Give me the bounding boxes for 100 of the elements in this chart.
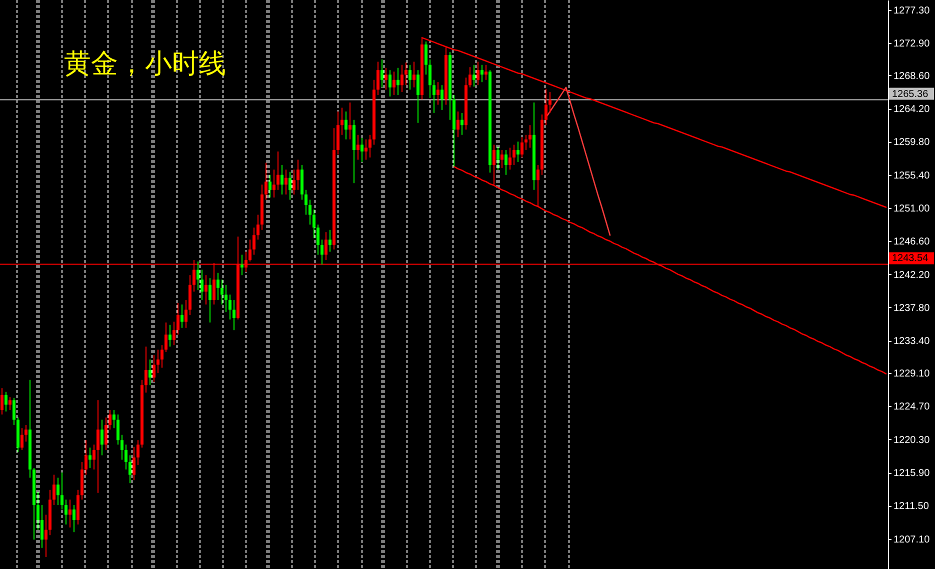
y-tick-label: 1224.70 — [894, 402, 930, 413]
candlestick — [456, 111, 460, 138]
candlestick — [160, 344, 164, 368]
candlestick — [72, 504, 76, 533]
candlestick — [472, 64, 476, 88]
candlestick — [344, 111, 348, 140]
candlestick — [216, 272, 220, 300]
ref-line-label: 1265.36 — [892, 88, 929, 100]
candlestick — [56, 477, 60, 506]
candlestick — [360, 137, 364, 163]
candlestick — [404, 62, 408, 86]
candlestick — [504, 149, 508, 176]
candlestick — [36, 492, 40, 530]
candlestick — [428, 59, 432, 98]
candlestick — [64, 499, 68, 526]
candlestick — [0, 388, 4, 416]
candlestick — [108, 409, 112, 430]
candlestick — [392, 71, 396, 96]
y-tick-label: 1237.80 — [894, 302, 930, 314]
candlestick — [480, 64, 484, 83]
candlestick — [240, 254, 244, 276]
candlestick — [180, 304, 184, 328]
candlestick — [548, 91, 552, 114]
candlestick — [432, 79, 436, 114]
candlestick — [328, 229, 332, 252]
candlestick — [4, 391, 8, 412]
y-tick-label: 1233.40 — [894, 336, 930, 348]
candlestick — [144, 346, 148, 394]
candlestick — [524, 134, 528, 150]
candlestick — [88, 447, 92, 469]
candlestick — [280, 164, 284, 195]
candlestick — [128, 454, 132, 484]
candlestick — [296, 159, 300, 190]
candlestick — [284, 169, 288, 195]
candlestick — [220, 279, 224, 305]
candlestick — [476, 61, 480, 86]
candlestick — [148, 358, 152, 386]
candlestick — [412, 61, 416, 88]
candlestick — [292, 169, 296, 195]
y-tick-label: 1264.20 — [894, 104, 930, 116]
candlestick — [496, 146, 500, 170]
candlestick — [196, 261, 200, 291]
candlestick — [416, 70, 420, 124]
candlestick — [68, 499, 72, 528]
y-tick-label: 1272.90 — [894, 38, 930, 50]
candlestick — [248, 239, 252, 262]
candlestick — [544, 88, 548, 126]
candlestick — [172, 321, 176, 346]
candlestick — [228, 294, 232, 320]
candlestick — [84, 440, 88, 476]
candlestick — [376, 61, 380, 96]
candlestick — [400, 64, 404, 92]
candlestick — [368, 134, 372, 158]
candlestick — [132, 446, 136, 481]
candlestick — [164, 322, 168, 352]
candlestick — [468, 66, 472, 88]
candlestick — [272, 169, 276, 198]
candlestick — [208, 278, 212, 324]
candlestick — [500, 149, 504, 169]
candlestick — [204, 274, 208, 305]
y-tick-label: 1220.30 — [894, 434, 930, 446]
y-tick-label: 1207.10 — [894, 534, 930, 546]
candlestick — [24, 424, 28, 442]
candlestick — [396, 67, 400, 96]
candlestick — [92, 444, 96, 470]
candlestick — [512, 144, 516, 166]
candlestick — [152, 354, 156, 383]
candlestick — [460, 112, 464, 136]
candlestick — [424, 40, 428, 76]
y-tick-label: 1259.80 — [894, 137, 930, 148]
candlestick — [348, 102, 352, 140]
candlestick — [324, 232, 328, 261]
candlestick — [308, 199, 312, 226]
candlestick — [120, 434, 124, 460]
candlestick — [176, 302, 180, 336]
candlestick — [268, 174, 272, 198]
candlestick — [436, 82, 440, 106]
y-tick-label: 1242.20 — [894, 270, 930, 281]
candlestick — [520, 136, 524, 158]
candlestick — [340, 107, 344, 136]
candlestick — [256, 214, 260, 240]
candlestick — [44, 514, 48, 558]
candlestick — [168, 324, 172, 348]
candlestick — [320, 239, 324, 266]
candlestick — [516, 141, 520, 163]
y-tick-label: 1211.50 — [894, 501, 930, 512]
candlestick — [356, 134, 360, 160]
candlestick — [184, 299, 188, 328]
candlestick — [312, 209, 316, 239]
ref-line-label: 1243.54 — [892, 253, 929, 264]
candlestick — [304, 189, 308, 216]
candlestick — [100, 419, 104, 456]
candlestick — [232, 299, 236, 331]
candlestick — [112, 409, 116, 429]
candlestick — [116, 414, 120, 446]
y-tick-label: 1215.90 — [894, 468, 930, 480]
candlestick — [104, 417, 108, 450]
candlestick — [200, 269, 204, 300]
candlestick — [364, 138, 368, 160]
candlestick — [384, 67, 388, 90]
